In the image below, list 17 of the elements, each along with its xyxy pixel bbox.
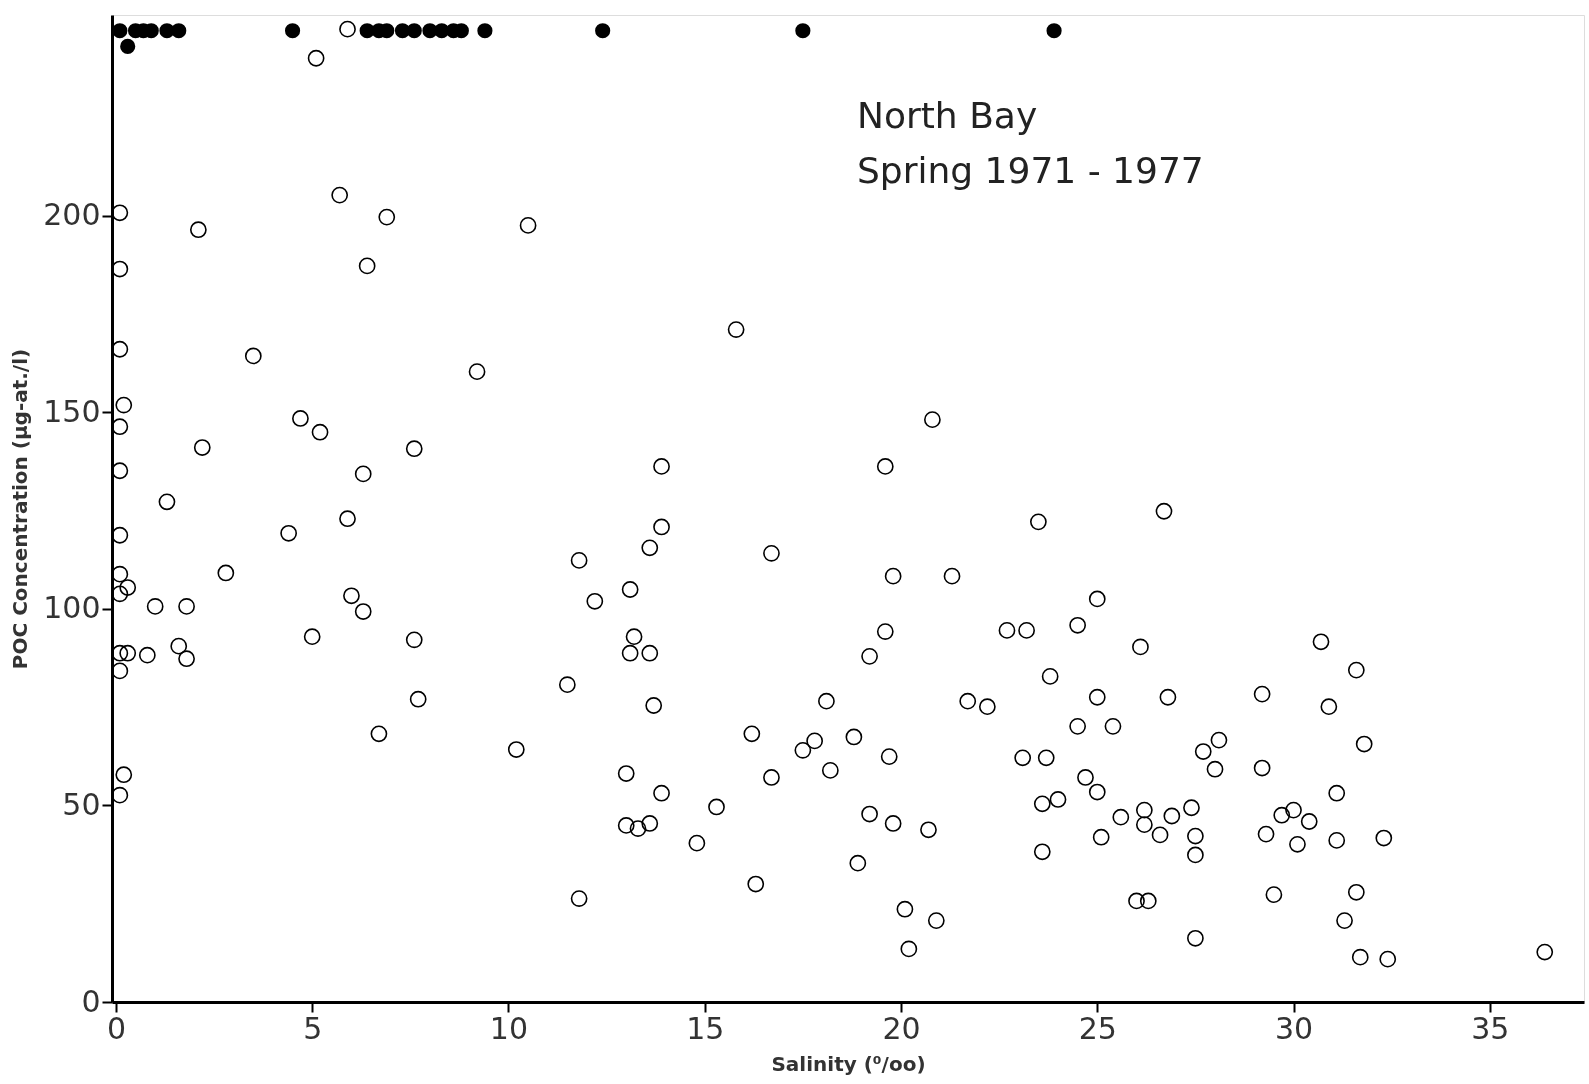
y-tick-label: 100 — [43, 590, 101, 626]
annotation: North Bay — [857, 95, 1038, 136]
x-tick-label: 0 — [106, 1010, 126, 1046]
x-tick-label: 30 — [1274, 1010, 1314, 1046]
x-axis-title: Salinity (⁰/oo) — [771, 1051, 926, 1076]
y-axis-title: POC Concentration (µg-at./l) — [8, 348, 33, 670]
y-tick-label: 150 — [43, 393, 101, 429]
x-tick-label: 5 — [303, 1010, 323, 1046]
x-tick-label: 25 — [1078, 1010, 1117, 1046]
y-tick-label: 50 — [62, 786, 101, 822]
x-tick-label: 20 — [882, 1010, 921, 1046]
x-tick-label: 10 — [489, 1010, 529, 1046]
x-tick-label: 15 — [686, 1010, 725, 1046]
y-tick-label: 0 — [81, 983, 101, 1019]
y-tick-label: 200 — [43, 197, 101, 233]
x-tick-label: 35 — [1471, 1010, 1510, 1046]
annotation: Spring 1971 - 1977 — [857, 150, 1204, 191]
